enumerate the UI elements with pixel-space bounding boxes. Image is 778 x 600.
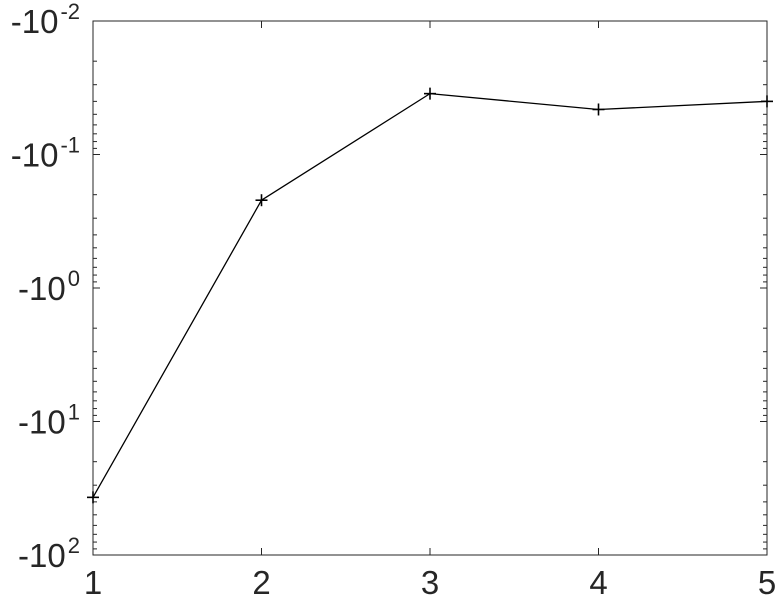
y-tick-label: -101 [18,400,80,441]
data-point-markers [87,87,773,504]
x-tick-label: 4 [589,564,607,600]
x-tick-label: 5 [758,564,776,600]
x-tick-label: 3 [421,564,439,600]
y-tick-label: -102 [18,533,80,574]
y-tick-label: -10-2 [11,0,80,40]
y-tick-label: -10-1 [11,133,80,174]
axis-box [92,20,768,556]
x-tick-label: 2 [252,564,270,600]
y-tick-label: -100 [18,266,80,307]
x-tick-label: 1 [84,564,102,600]
